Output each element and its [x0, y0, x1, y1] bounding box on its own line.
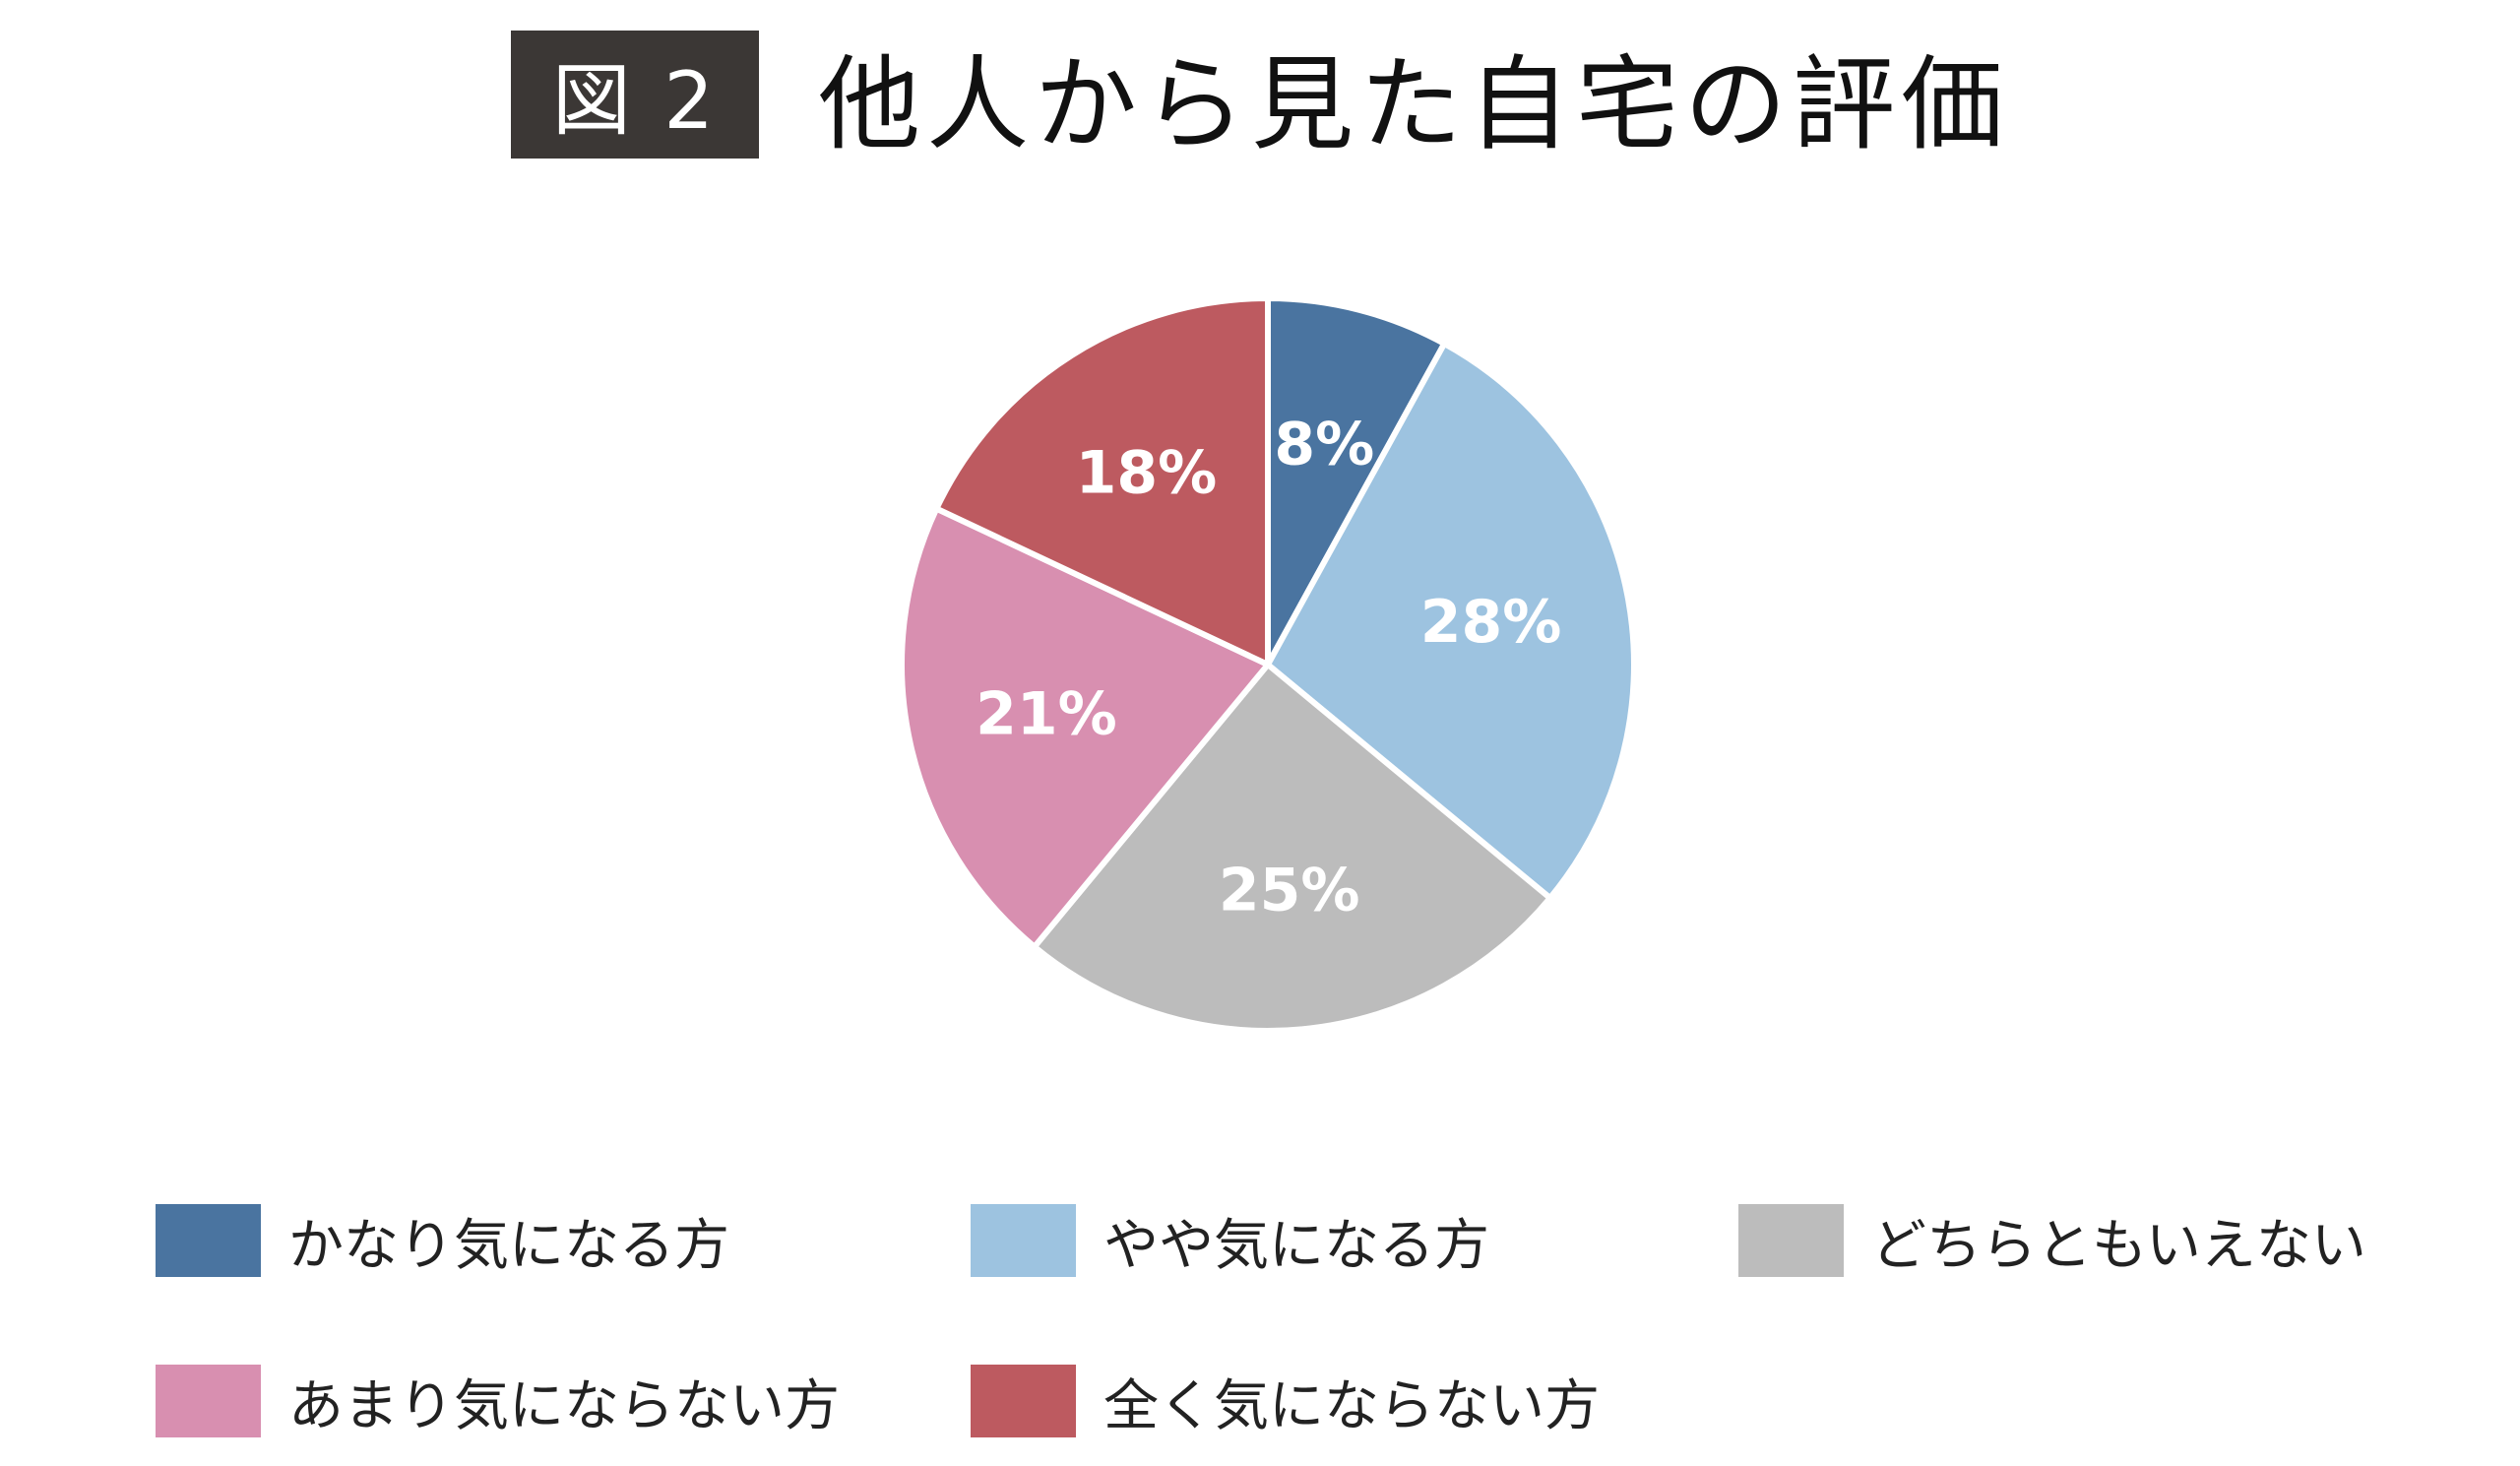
pie-slice-2 — [1031, 662, 1553, 1034]
legend-item-2: どちらともいえない — [1738, 1201, 2366, 1280]
pie-slice-4 — [933, 295, 1271, 668]
pie-data-label-1: 28% — [1420, 588, 1562, 657]
legend-label-3: あまり気にならない方 — [288, 1373, 840, 1438]
legend-item-3: あまり気にならない方 — [156, 1362, 840, 1440]
legend-label-4: 全く気にならない方 — [1103, 1373, 1600, 1438]
pie-chart: 8% 28% 25% 21% 18% — [899, 295, 1637, 1034]
legend-label-0: かなり気になる方 — [288, 1213, 729, 1278]
legend-swatch-2 — [1738, 1204, 1844, 1277]
figure-number-badge: 図 2 — [510, 31, 760, 159]
pie-data-label-3: 21% — [976, 679, 1117, 748]
legend-label-1: やや気になる方 — [1103, 1213, 1489, 1278]
legend-item-1: やや気になる方 — [971, 1201, 1489, 1280]
legend-item-0: かなり気になる方 — [156, 1201, 729, 1280]
pie-data-label-2: 25% — [1219, 857, 1360, 925]
legend-swatch-1 — [971, 1204, 1076, 1277]
legend-label-2: どちらともいえない — [1871, 1213, 2366, 1278]
pie-data-label-4: 18% — [1076, 438, 1218, 507]
figure-header: 図 2 他人から見た自宅の評価 — [0, 31, 2520, 164]
legend-item-4: 全く気にならない方 — [971, 1362, 1600, 1440]
chart-title: 他人から見た自宅の評価 — [818, 43, 2010, 164]
legend-swatch-0 — [156, 1204, 261, 1277]
legend-swatch-4 — [971, 1365, 1076, 1437]
legend: かなり気になる方 やや気になる方 どちらともいえない あまり気にならない方 全く… — [156, 1196, 2420, 1442]
pie-slice-0 — [1265, 295, 1448, 668]
legend-swatch-3 — [156, 1365, 261, 1437]
pie-data-label-0: 8% — [1274, 411, 1374, 479]
pie-slices — [899, 295, 1637, 1034]
pie-data-labels: 8% 28% 25% 21% 18% — [976, 411, 1561, 925]
pie-slice-3 — [899, 505, 1271, 950]
pie-slice-1 — [1265, 341, 1637, 902]
